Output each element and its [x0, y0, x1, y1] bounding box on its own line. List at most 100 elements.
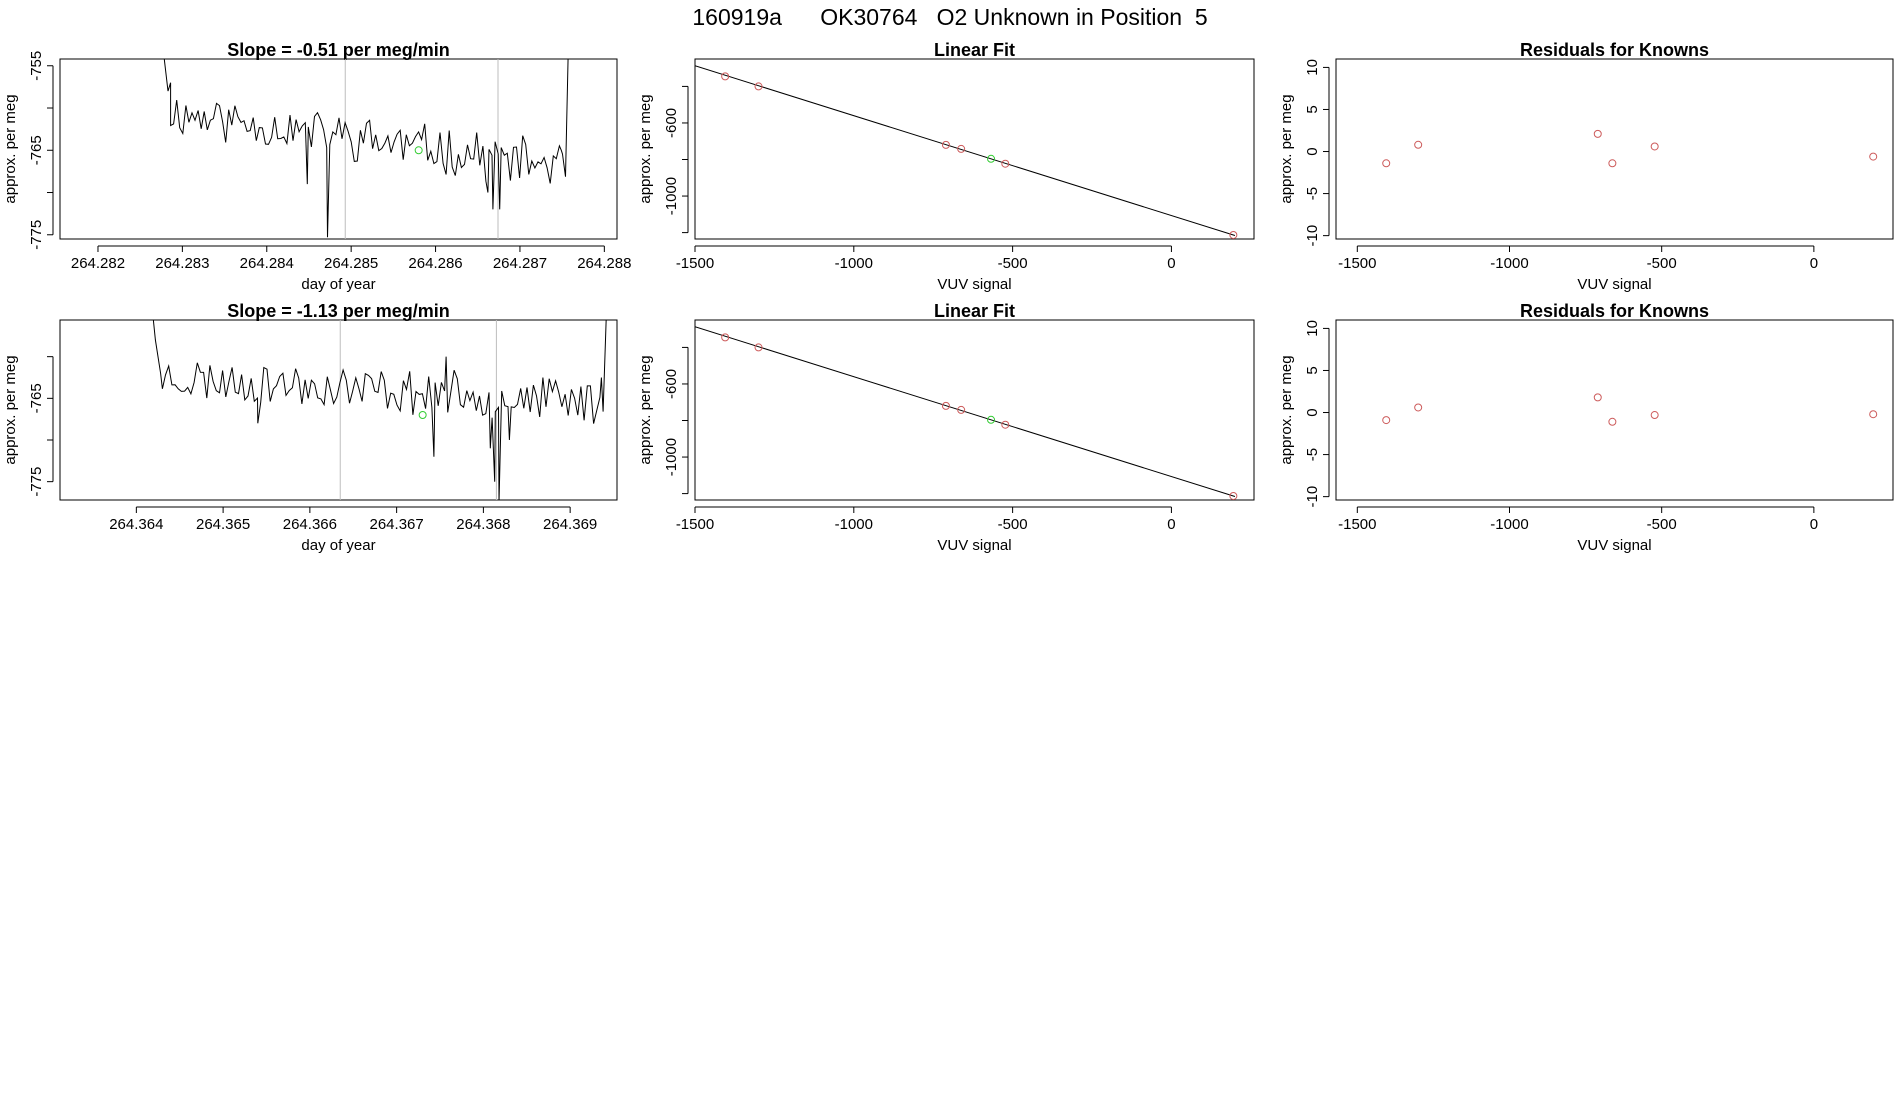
panel-title: Slope = -1.13 per meg/min [227, 301, 450, 321]
data-series-line [163, 59, 569, 238]
x-axis-label: day of year [301, 537, 375, 554]
x-tick-label: 264.286 [408, 255, 462, 272]
residual-point [1869, 152, 1878, 161]
y-tick-label: -775 [28, 220, 45, 250]
plot-area [152, 320, 607, 500]
y-tick-label: -10 [1304, 225, 1321, 247]
panel-title: Linear Fit [934, 301, 1015, 321]
y-axis-label: approx. per meg [1278, 355, 1295, 464]
y-axis-label: approx. per meg [637, 355, 654, 464]
panel-title: Linear Fit [934, 40, 1015, 60]
x-tick-label: 264.288 [577, 255, 631, 272]
x-tick-label: -1500 [676, 255, 714, 272]
panel-1: Slope = -0.51 per meg/min 264.282 264.283 2… [2, 40, 631, 293]
x-tick-label: -1000 [1490, 255, 1528, 272]
residual-point [1382, 416, 1391, 425]
residual-point [1869, 410, 1878, 419]
y-tick-label: 5 [1304, 105, 1321, 113]
y-tick-label: -5 [1304, 448, 1321, 461]
y-axis-label: approx. per meg [1278, 94, 1295, 203]
plot-area [1382, 129, 1878, 168]
x-tick-label: -1000 [835, 255, 873, 272]
x-tick-label: 264.285 [324, 255, 378, 272]
known-point [1229, 491, 1238, 500]
y-tick-label: -10 [1304, 486, 1321, 508]
data-series-line [152, 320, 607, 500]
plot-frame [694, 319, 1255, 501]
x-tick-label: 264.284 [240, 255, 294, 272]
x-tick-label: -1000 [835, 516, 873, 533]
y-tick-label: -5 [1304, 187, 1321, 200]
known-point [941, 401, 950, 410]
y-axis-label: approx. per meg [2, 94, 19, 203]
known-point [754, 343, 763, 352]
plot-area [1382, 393, 1878, 426]
unknown-point [987, 154, 996, 163]
known-point [721, 72, 730, 81]
y-tick-label: -765 [28, 383, 45, 413]
x-axis-label: VUV signal [1577, 537, 1651, 554]
x-tick-label: -500 [998, 255, 1028, 272]
known-point [1001, 420, 1010, 429]
plot-frame [59, 319, 618, 501]
y-tick-label: 10 [1304, 320, 1321, 337]
x-axis-label: VUV signal [1577, 276, 1651, 293]
y-tick-label: 0 [1304, 147, 1321, 155]
figure-title: 160919a OK30764 O2 Unknown in Position 5 [692, 4, 1207, 30]
y-tick-label: 0 [1304, 408, 1321, 416]
x-axis-label: day of year [301, 276, 375, 293]
x-tick-label: 264.364 [109, 516, 163, 533]
x-tick-label: -1500 [676, 516, 714, 533]
residual-point [1593, 393, 1602, 402]
plot-frame [59, 58, 618, 240]
plot-frame [1335, 58, 1894, 240]
known-point [941, 140, 950, 149]
x-tick-label: 264.287 [493, 255, 547, 272]
plot-area [695, 326, 1238, 500]
panel-title: Residuals for Knowns [1520, 40, 1709, 60]
fit-line [695, 326, 1236, 498]
x-axis-label: VUV signal [937, 537, 1011, 554]
known-point [754, 82, 763, 91]
x-axis-label: VUV signal [937, 276, 1011, 293]
residual-point [1608, 159, 1617, 168]
panel-3: Residuals for Knowns -1500 -1000 -500 0 VUV s… [1278, 40, 1894, 293]
x-tick-label: 0 [1167, 255, 1175, 272]
unknown-point [414, 146, 423, 155]
panel-5: Linear Fit -1500 -1000 -500 0 VUV signal -600 -… [637, 301, 1255, 554]
y-tick-label: -1000 [663, 438, 680, 476]
known-point [1229, 230, 1238, 239]
plot-frame [694, 58, 1255, 240]
x-tick-label: 264.282 [71, 255, 125, 272]
y-axis-label: approx. per meg [637, 94, 654, 203]
panel-6: Residuals for Knowns -1500 -1000 -500 0 VUV s… [1278, 301, 1894, 554]
x-tick-label: 264.283 [155, 255, 209, 272]
residual-point [1414, 140, 1423, 149]
panel-title: Slope = -0.51 per meg/min [227, 40, 450, 60]
residual-point [1650, 411, 1659, 420]
x-tick-label: 0 [1810, 255, 1818, 272]
x-tick-label: 0 [1167, 516, 1175, 533]
plot-frame [1335, 319, 1894, 501]
residual-point [1414, 403, 1423, 412]
y-tick-label: -600 [663, 369, 680, 399]
residual-point [1382, 159, 1391, 168]
x-tick-label: 264.368 [456, 516, 510, 533]
plot-area [163, 59, 569, 239]
x-tick-label: 264.366 [283, 516, 337, 533]
y-tick-label: -775 [28, 467, 45, 497]
x-tick-label: 264.367 [370, 516, 424, 533]
panel-2: Linear Fit -1500 -1000 -500 0 VUV signal -600 -… [637, 40, 1255, 293]
fit-line [695, 65, 1236, 237]
x-tick-label: -1000 [1490, 516, 1528, 533]
x-tick-label: 0 [1810, 516, 1818, 533]
y-tick-label: -600 [663, 108, 680, 138]
x-tick-label: -500 [998, 516, 1028, 533]
x-tick-label: -500 [1647, 255, 1677, 272]
known-point [957, 405, 966, 414]
y-tick-label: -755 [28, 51, 45, 81]
y-tick-label: -765 [28, 135, 45, 165]
x-tick-label: -1500 [1338, 516, 1376, 533]
y-tick-label: 10 [1304, 59, 1321, 76]
